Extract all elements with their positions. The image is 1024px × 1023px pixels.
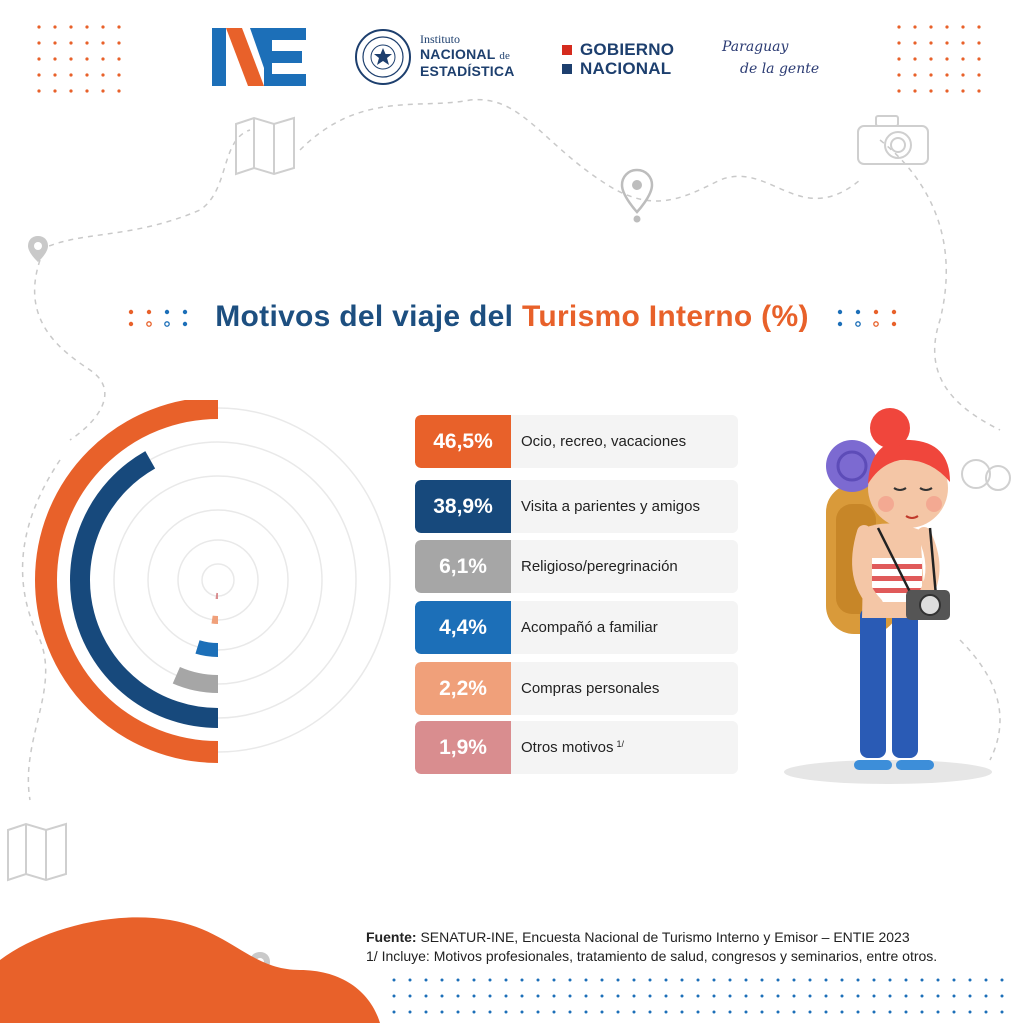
legend-row: 46,5% Ocio, recreo, vacaciones bbox=[415, 415, 738, 468]
guide-ring bbox=[177, 539, 259, 621]
footnote-line: 1/ Incluye: Motivos profesionales, trata… bbox=[366, 948, 938, 964]
source-line: Fuente: SENATUR-INE, Encuesta Nacional d… bbox=[366, 928, 1016, 947]
location-pin-icon-left bbox=[28, 236, 48, 262]
category-text: Religioso/peregrinación bbox=[521, 558, 678, 575]
category-label: Acompañó a familiar bbox=[521, 601, 658, 654]
legend-row: 1,9% Otros motivos 1/ bbox=[415, 721, 738, 774]
value-label: 46,5% bbox=[415, 415, 511, 468]
dots-decoration-top-right bbox=[897, 25, 981, 93]
traveler-girl-illustration bbox=[784, 408, 1011, 784]
gobierno-label: GOBIERNO bbox=[580, 40, 675, 59]
guide-ring bbox=[147, 509, 289, 651]
footnote-marker: 1/ bbox=[616, 738, 625, 749]
category-label: Visita a parientes y amigos bbox=[521, 480, 700, 533]
orange-wave-decoration bbox=[0, 917, 380, 1023]
category-label: Religioso/peregrinación bbox=[521, 540, 678, 593]
institute-label: Instituto bbox=[420, 32, 461, 46]
gobierno-nacional-logo: GOBIERNO NACIONAL bbox=[562, 40, 702, 78]
radial-bar-3 bbox=[172, 666, 219, 693]
slogan-line1: Paraguay bbox=[722, 39, 789, 55]
ine-logo bbox=[212, 28, 306, 86]
chart-title-part2: Turismo Interno (%) bbox=[521, 300, 809, 333]
value-label: 2,2% bbox=[415, 662, 511, 715]
value-label: 4,4% bbox=[415, 601, 511, 654]
dots-decoration-bottom bbox=[392, 978, 1004, 1014]
dots-decoration-top-left bbox=[37, 25, 121, 93]
radial-bar-4 bbox=[195, 640, 219, 657]
institute-name-line2: ESTADÍSTICA bbox=[420, 63, 515, 79]
category-text: Compras personales bbox=[521, 680, 660, 697]
chart-title: Motivos del viaje del Turismo Interno (%… bbox=[0, 300, 1024, 334]
radial-bar-2 bbox=[70, 451, 219, 728]
red-square-icon bbox=[562, 44, 572, 55]
legend-row: 4,4% Acompañó a familiar bbox=[415, 601, 738, 654]
location-pin-icon bbox=[620, 168, 654, 223]
source-label: Fuente: bbox=[366, 929, 417, 945]
value-label: 1,9% bbox=[415, 721, 511, 774]
category-text: Visita a parientes y amigos bbox=[521, 498, 700, 515]
legend-row: 2,2% Compras personales bbox=[415, 662, 738, 715]
folded-map-icon-bottom bbox=[7, 822, 67, 882]
chart-title-part1: Motivos del viaje del bbox=[215, 300, 522, 333]
legend-row: 38,9% Visita a parientes y amigos bbox=[415, 480, 738, 533]
title-dots-left bbox=[128, 309, 188, 327]
source-note: Fuente: SENATUR-INE, Encuesta Nacional d… bbox=[366, 928, 1016, 966]
category-text: Acompañó a familiar bbox=[521, 619, 658, 636]
guide-ring bbox=[201, 563, 235, 597]
radial-bar-1 bbox=[35, 400, 219, 763]
folded-map-icon bbox=[235, 116, 295, 176]
category-label: Otros motivos 1/ bbox=[521, 721, 624, 774]
slogan-line2: de la gente bbox=[740, 61, 820, 77]
source-text: SENATUR-INE, Encuesta Nacional de Turism… bbox=[416, 929, 910, 945]
radial-bar-chart bbox=[35, 400, 391, 763]
institute-name-line1: NACIONAL de bbox=[420, 46, 511, 63]
nacional-label: NACIONAL bbox=[580, 59, 672, 78]
value-label: 6,1% bbox=[415, 540, 511, 593]
camera-icon bbox=[857, 115, 929, 165]
category-label: Compras personales bbox=[521, 662, 659, 715]
national-seal-icon bbox=[355, 29, 411, 85]
slogan-logo: Paraguay de la gente bbox=[722, 36, 832, 80]
category-text: Ocio, recreo, vacaciones bbox=[521, 433, 687, 450]
blue-square-icon bbox=[562, 63, 572, 74]
category-text: Otros motivos bbox=[521, 739, 614, 756]
title-dots-right bbox=[837, 309, 897, 327]
ine-wordmark: Instituto NACIONAL de ESTADÍSTICA bbox=[420, 32, 530, 79]
value-label: 38,9% bbox=[415, 480, 511, 533]
legend-row: 6,1% Religioso/peregrinación bbox=[415, 540, 738, 593]
category-label: Ocio, recreo, vacaciones bbox=[521, 415, 686, 468]
